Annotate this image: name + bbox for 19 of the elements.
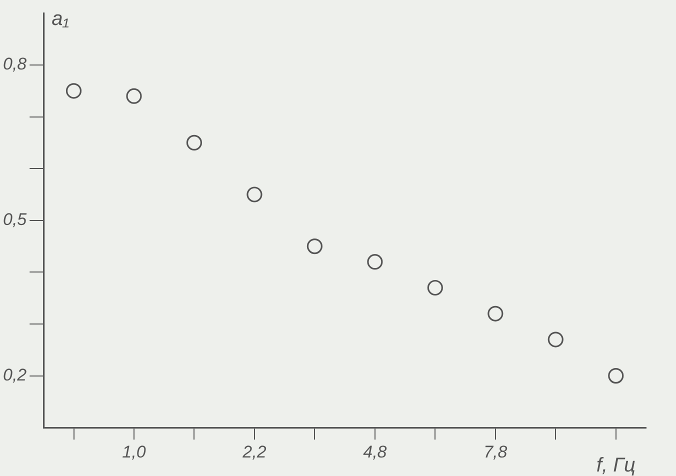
point: [548, 332, 564, 348]
point: [246, 186, 262, 202]
point: [186, 134, 202, 150]
point: [608, 368, 624, 384]
y-axis-title: a₁: [52, 8, 70, 30]
x-tick-label: 2,2: [242, 442, 267, 462]
y-tick-label: 0,5: [2, 210, 28, 230]
x-tick-label: 7,8: [484, 442, 508, 462]
x-tick-label: 1,0: [122, 442, 146, 462]
point: [126, 88, 142, 104]
point: [427, 280, 443, 296]
x-tick-label: 4,8: [363, 442, 388, 462]
x-axis-title: f, Гц: [596, 454, 636, 476]
point: [367, 254, 383, 270]
point: [66, 83, 82, 99]
y-tick-label: 0,2: [2, 366, 28, 385]
point: [306, 238, 322, 254]
point: [488, 306, 504, 322]
y-tick-label: 0,8: [2, 54, 28, 74]
